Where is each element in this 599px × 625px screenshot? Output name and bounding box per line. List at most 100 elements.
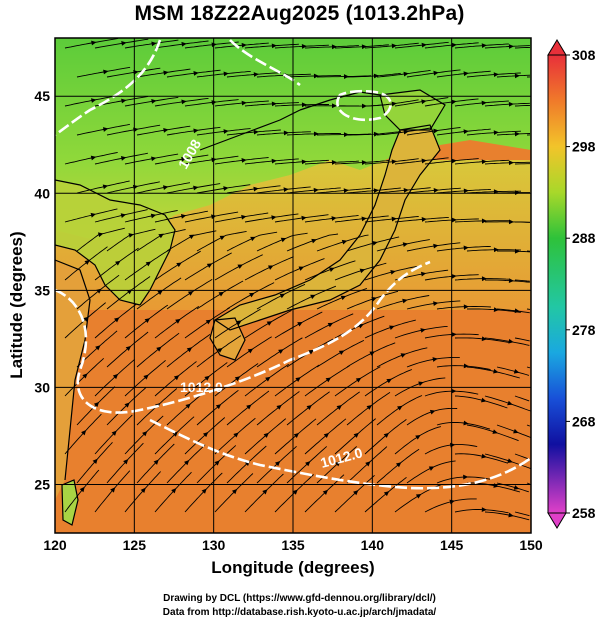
streamline-arrowhead <box>249 292 255 298</box>
streamline-arrowhead <box>305 461 311 467</box>
streamline-arrowhead <box>481 453 487 459</box>
streamline-arrowhead <box>400 353 407 358</box>
streamline-arrowhead <box>415 493 422 499</box>
streamline <box>244 158 299 165</box>
plot-frame <box>54 37 532 534</box>
streamline <box>274 214 329 223</box>
streamline <box>196 184 251 194</box>
streamline-arrowhead <box>201 488 207 494</box>
streamline-arrowhead <box>271 158 277 164</box>
streamline <box>184 362 228 397</box>
streamline <box>484 511 530 521</box>
streamline-arrowhead <box>507 400 513 406</box>
streamline-arrowhead <box>403 71 409 77</box>
streamline <box>496 74 531 78</box>
x-tick-labels: 120 125 130 135 140 145 150 <box>43 537 543 553</box>
streamline <box>64 151 118 165</box>
streamline <box>106 442 144 484</box>
streamline <box>484 161 530 165</box>
streamline-arrowhead <box>421 99 427 105</box>
streamline <box>136 332 180 368</box>
land-taiwan <box>62 480 78 525</box>
streamline-arrowhead <box>157 290 163 295</box>
streamline-arrowhead <box>173 375 180 381</box>
streamline-arrowhead <box>140 487 146 494</box>
streamline-arrowhead <box>306 404 312 410</box>
streamline-arrowhead <box>301 102 307 108</box>
streamline <box>94 209 148 223</box>
streamline-arrowhead <box>451 42 457 48</box>
streamline <box>514 337 530 342</box>
streamline-arrowhead <box>231 488 238 495</box>
x-tick-label: 130 <box>202 537 226 553</box>
streamline <box>454 159 509 165</box>
streamline-arrowhead <box>180 214 187 219</box>
streamline-arrowhead <box>389 325 395 330</box>
streamline-arrowhead <box>247 348 254 354</box>
streamline-arrowhead <box>241 214 247 220</box>
streamline <box>346 236 400 252</box>
streamline-arrowhead <box>421 158 427 164</box>
streamline-arrowhead <box>358 323 364 329</box>
streamline <box>406 460 456 484</box>
streamline <box>376 347 428 368</box>
streamline-arrowhead <box>193 128 199 134</box>
streamline-arrowhead <box>123 459 129 465</box>
streamline <box>274 159 329 165</box>
streamline-arrowhead <box>215 404 222 410</box>
streamline-arrowhead <box>156 346 162 352</box>
streamline-arrowhead <box>283 187 289 193</box>
streamline-arrowhead <box>301 215 307 221</box>
streamline-arrowhead <box>343 132 349 137</box>
streamline-arrowhead <box>263 432 269 438</box>
streamline-arrowhead <box>383 432 390 438</box>
colorbar-tick-label: 258 <box>572 505 596 521</box>
streamline-arrowhead <box>331 103 337 109</box>
streamline-arrowhead <box>102 184 109 190</box>
streamline <box>214 100 269 107</box>
streamline-arrowhead <box>353 432 359 438</box>
streamline <box>184 41 239 49</box>
streamline <box>514 46 531 49</box>
streamline <box>154 40 209 49</box>
streamline <box>454 43 509 49</box>
streamline <box>64 302 106 339</box>
streamline-arrowhead <box>237 264 243 269</box>
streamline <box>436 476 491 484</box>
streamline-arrowhead <box>493 130 499 136</box>
streamline-arrowhead <box>253 186 259 192</box>
streamline <box>304 313 354 339</box>
streamline <box>466 366 520 379</box>
streamline-arrowhead <box>402 242 409 247</box>
streamline <box>514 453 530 460</box>
streamline-arrowhead <box>372 241 378 246</box>
streamline-arrowhead <box>185 403 191 409</box>
streamline-arrowhead <box>253 129 259 135</box>
streamline-arrowhead <box>181 41 187 47</box>
streamline <box>346 446 388 484</box>
streamline-arrowhead <box>81 430 87 436</box>
streamline <box>166 334 211 368</box>
streamline-arrowhead <box>463 71 469 77</box>
streamline <box>106 331 149 368</box>
streamline-arrowhead <box>112 373 119 380</box>
streamline <box>196 70 251 78</box>
streamline-arrowhead <box>265 376 271 382</box>
streamline <box>154 471 192 513</box>
streamline <box>214 308 261 339</box>
colorbar-tick-labels: 308 298 288 278 268 258 <box>566 47 596 521</box>
x-tick-label: 145 <box>440 537 464 553</box>
y-tick-labels: 25 30 35 40 45 <box>34 88 50 492</box>
streamline-arrowhead <box>271 101 277 107</box>
streamline <box>364 99 419 107</box>
streamline-arrowhead <box>433 128 439 134</box>
streamline-arrowhead <box>79 486 85 493</box>
streamline <box>454 453 509 464</box>
streamline-arrowhead <box>514 131 520 137</box>
streamline <box>454 100 509 107</box>
streamline <box>274 258 325 281</box>
streamline-arrowhead <box>124 402 130 408</box>
streamline <box>334 215 389 223</box>
streamline-arrowhead <box>233 432 239 438</box>
streamline <box>514 104 531 107</box>
